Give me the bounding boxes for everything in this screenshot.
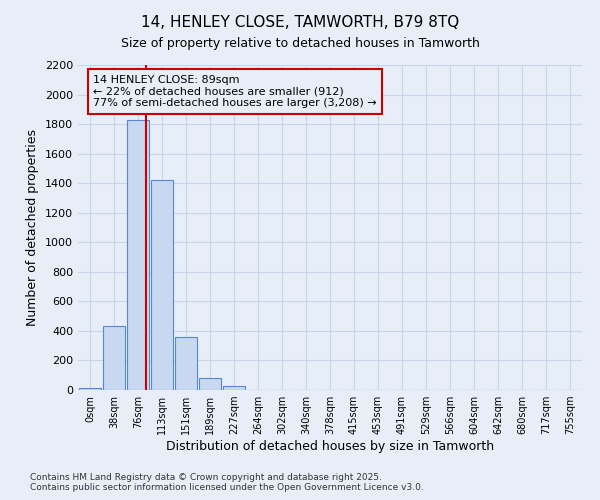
X-axis label: Distribution of detached houses by size in Tamworth: Distribution of detached houses by size … [166,440,494,453]
Y-axis label: Number of detached properties: Number of detached properties [26,129,40,326]
Bar [151,180,173,390]
Bar [127,120,149,390]
Text: 14 HENLEY CLOSE: 89sqm
← 22% of detached houses are smaller (912)
77% of semi-de: 14 HENLEY CLOSE: 89sqm ← 22% of detached… [93,74,377,108]
Bar [199,378,221,390]
Text: 14, HENLEY CLOSE, TAMWORTH, B79 8TQ: 14, HENLEY CLOSE, TAMWORTH, B79 8TQ [141,15,459,30]
Bar [103,326,125,390]
Text: Contains HM Land Registry data © Crown copyright and database right 2025.
Contai: Contains HM Land Registry data © Crown c… [30,473,424,492]
Bar [175,337,197,390]
Bar [79,388,101,390]
Text: Size of property relative to detached houses in Tamworth: Size of property relative to detached ho… [121,38,479,51]
Bar [223,386,245,390]
